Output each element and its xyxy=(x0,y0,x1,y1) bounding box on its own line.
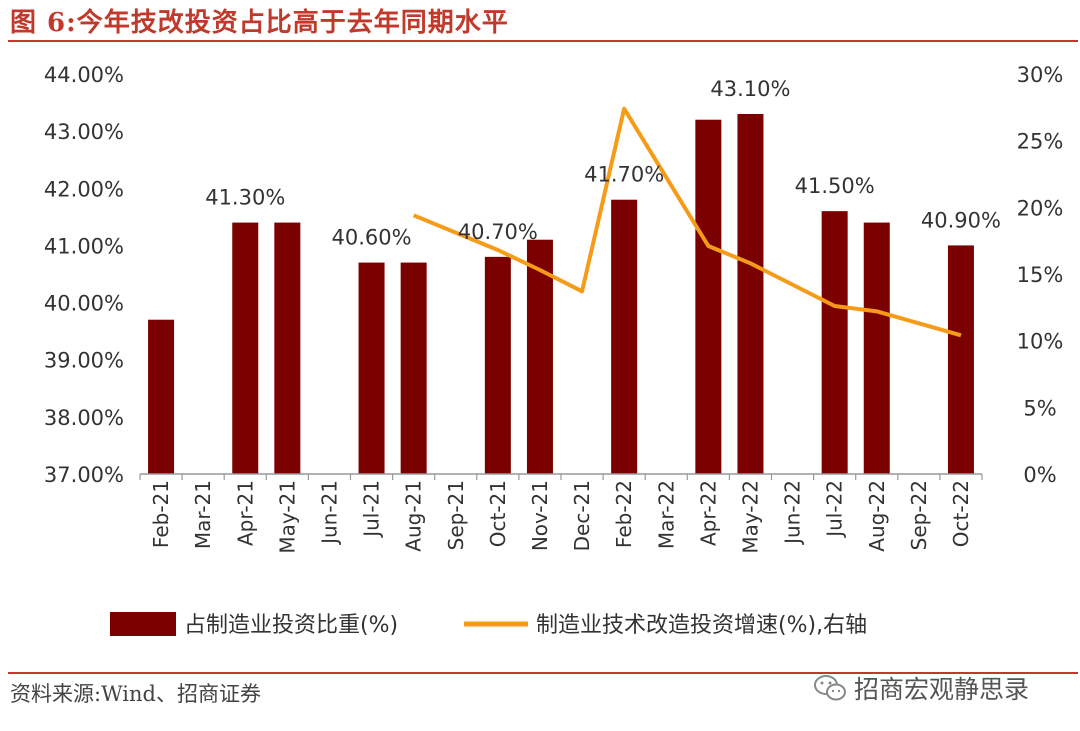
x-axis: Feb-21 Mar-21 Apr-21 May-21 Jun-21 Jul-21 Aug-… xyxy=(139,474,983,554)
x-tick-label: May-21 xyxy=(275,480,299,554)
bar xyxy=(863,222,890,474)
watermark: 招商宏观静思录 xyxy=(812,670,1029,706)
x-tick-label: Feb-22 xyxy=(612,480,636,548)
watermark-text: 招商宏观静思录 xyxy=(854,675,1030,704)
bar xyxy=(737,114,764,474)
right-tick-label: 20% xyxy=(1017,196,1064,220)
right-tick-label: 5% xyxy=(1023,396,1056,420)
bar xyxy=(484,256,511,474)
x-tick-label: Dec-21 xyxy=(570,480,594,551)
right-tick-label: 0% xyxy=(1023,463,1056,487)
x-tick-label: Sep-21 xyxy=(444,480,468,550)
x-tick-label: Jul-21 xyxy=(360,480,384,539)
data-label: 41.70% xyxy=(584,163,664,187)
left-tick-label: 41.00% xyxy=(44,234,124,258)
x-tick-label: Jul-22 xyxy=(823,480,847,539)
legend-bar-label: 占制造业投资比重(%) xyxy=(184,613,398,638)
x-tick-label: Mar-21 xyxy=(191,480,215,549)
right-tick-label: 30% xyxy=(1017,63,1064,87)
legend: 占制造业投资比重(%) 制造业技术改造投资增速(%),右轴 xyxy=(110,612,867,638)
bar xyxy=(611,199,638,474)
right-tick-label: 25% xyxy=(1017,130,1064,154)
figure-title: 图 6:今年技改投资占比高于去年同期水平 xyxy=(10,8,509,38)
x-tick-label: Apr-22 xyxy=(696,480,720,546)
wechat-icon xyxy=(814,675,846,701)
right-tick-label: 15% xyxy=(1017,263,1064,287)
chart: 37.00% 38.00% 39.00% 40.00% 41.00% 42.00% 43.0… xyxy=(44,63,1064,638)
data-label: 41.50% xyxy=(795,174,875,198)
bar xyxy=(526,239,553,474)
left-tick-label: 43.00% xyxy=(44,120,124,144)
title-divider xyxy=(8,40,1078,42)
bar xyxy=(148,319,175,474)
source-note: 资料来源:Wind、招商证券 xyxy=(10,682,261,706)
x-tick-label: Jun-22 xyxy=(781,480,805,546)
left-axis: 37.00% 38.00% 39.00% 40.00% 41.00% 42.00% 43.0… xyxy=(44,63,124,487)
bar xyxy=(695,119,722,474)
bar-series xyxy=(148,114,974,474)
line-series xyxy=(412,106,962,338)
legend-bar-swatch xyxy=(110,612,176,636)
data-label: 40.90% xyxy=(921,208,1001,232)
right-tick-label: 10% xyxy=(1017,330,1064,354)
x-tick-label: May-22 xyxy=(738,480,762,554)
data-label: 40.70% xyxy=(458,220,538,244)
data-labels: 41.30% 40.60% 40.70% 41.70% 43.10% 41.50% 40.9… xyxy=(205,77,1001,250)
left-tick-label: 37.00% xyxy=(44,463,124,487)
bar xyxy=(232,222,259,474)
x-tick-label: Feb-21 xyxy=(149,480,173,548)
legend-line-label: 制造业技术改造投资增速(%),右轴 xyxy=(536,613,867,638)
x-tick-label: Oct-21 xyxy=(486,480,510,547)
x-tick-label: Aug-22 xyxy=(865,480,889,552)
x-tick-label: Jun-21 xyxy=(317,480,341,546)
x-tick-label: Sep-22 xyxy=(907,480,931,550)
bar xyxy=(400,262,427,474)
bar xyxy=(821,211,848,474)
data-label: 41.30% xyxy=(205,186,285,210)
right-axis: 0% 5% 10% 15% 20% 25% 30% xyxy=(1017,63,1064,487)
growth-line xyxy=(412,106,962,338)
x-tick-label: Nov-21 xyxy=(528,480,552,551)
left-tick-label: 38.00% xyxy=(44,406,124,430)
bar xyxy=(358,262,385,474)
footer-divider xyxy=(8,672,1078,674)
data-label: 40.60% xyxy=(332,226,412,250)
left-tick-label: 44.00% xyxy=(44,63,124,87)
x-tick-label: Aug-21 xyxy=(402,480,426,552)
left-tick-label: 39.00% xyxy=(44,349,124,373)
left-tick-label: 42.00% xyxy=(44,177,124,201)
bar xyxy=(274,222,301,474)
x-tick-label: Oct-22 xyxy=(949,480,973,547)
bar xyxy=(947,245,974,474)
x-tick-label: Mar-22 xyxy=(654,480,678,549)
x-tick-label: Apr-21 xyxy=(233,480,257,546)
data-label: 43.10% xyxy=(710,77,790,101)
left-tick-label: 40.00% xyxy=(44,292,124,316)
